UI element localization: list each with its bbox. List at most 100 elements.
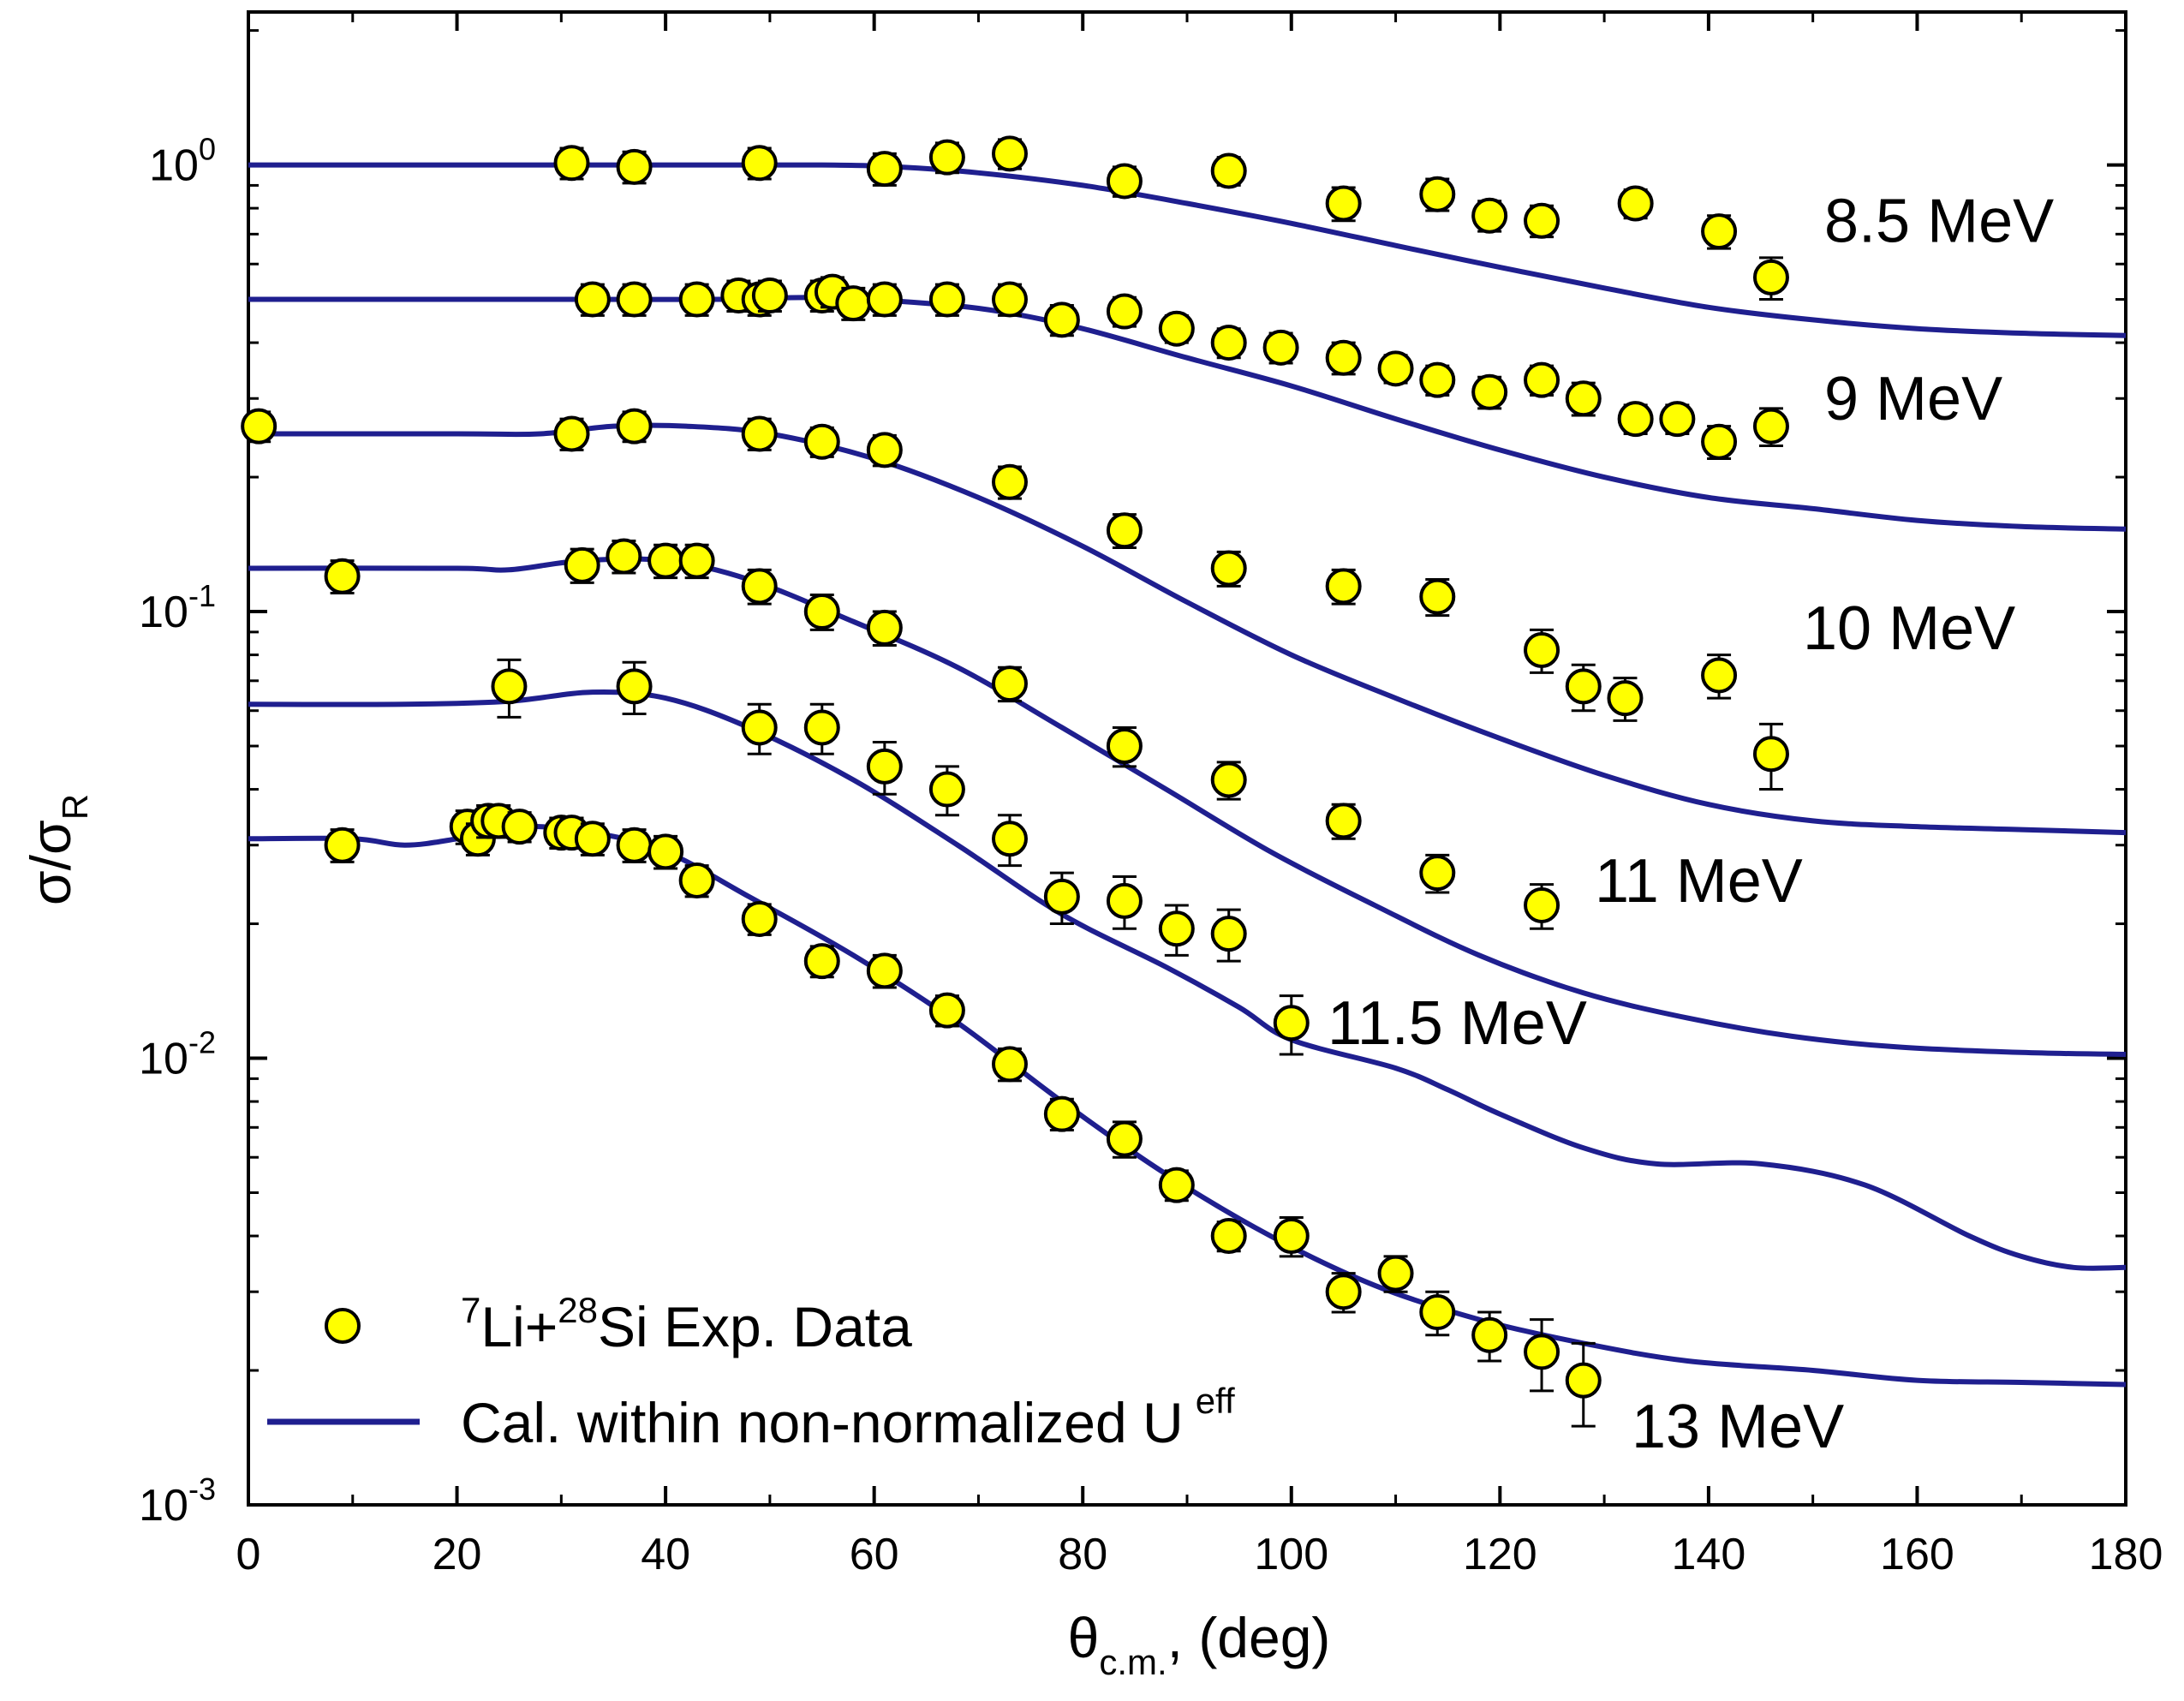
- data-point: [1106, 163, 1143, 200]
- data-point-marker: [928, 992, 965, 1029]
- data-point: [1471, 373, 1508, 410]
- data-point-marker: [1325, 1274, 1362, 1310]
- data-point-marker: [1273, 1005, 1310, 1041]
- data-point: [553, 415, 590, 452]
- data-point: [741, 415, 778, 452]
- data-point: [928, 765, 965, 817]
- data-point-marker: [1524, 631, 1560, 668]
- x-tick-label: 180: [2089, 1530, 2163, 1579]
- data-point-marker: [803, 423, 840, 460]
- data-point: [1419, 853, 1456, 894]
- calc-curve: [248, 422, 2127, 836]
- data-point: [1659, 401, 1696, 438]
- data-point-marker: [678, 281, 715, 318]
- data-point: [1524, 1318, 1560, 1393]
- data-point-marker: [866, 748, 903, 785]
- data-point: [616, 408, 653, 445]
- data-point: [1752, 256, 1789, 301]
- x-tick-label: 120: [1463, 1530, 1537, 1579]
- data-point-marker: [553, 145, 590, 182]
- data-point: [1043, 301, 1080, 338]
- x-tick-label: 40: [641, 1530, 690, 1579]
- data-point-marker: [1524, 886, 1560, 923]
- data-point-marker: [1701, 657, 1738, 694]
- series-label: 11 MeV: [1595, 847, 1803, 916]
- data-point-marker: [1471, 1316, 1508, 1353]
- data-point: [1701, 423, 1738, 460]
- data-point: [991, 463, 1028, 500]
- data-point: [1210, 550, 1247, 588]
- data-point: [866, 609, 903, 648]
- data-point: [991, 665, 1028, 703]
- data-point: [606, 538, 642, 575]
- data-point-marker: [1701, 213, 1738, 250]
- data-point-marker: [751, 278, 788, 314]
- data-point-marker: [324, 558, 361, 594]
- data-point: [324, 827, 361, 863]
- data-point-marker: [866, 432, 903, 469]
- y-tick-label: 10-3: [139, 1471, 216, 1531]
- data-point: [741, 568, 778, 606]
- data-point: [1325, 1272, 1362, 1314]
- x-axis-title: θc.m., (deg): [1068, 1606, 1331, 1682]
- data-point-marker: [1524, 361, 1560, 398]
- data-point: [1701, 654, 1738, 700]
- data-point-marker: [866, 281, 903, 318]
- data-point: [991, 814, 1028, 868]
- data-point: [1158, 904, 1195, 957]
- data-point-marker: [1565, 668, 1602, 705]
- calc-curve: [248, 295, 2127, 532]
- data-point-marker: [1471, 197, 1508, 234]
- data-point-marker: [991, 1046, 1028, 1083]
- data-point: [1524, 628, 1560, 674]
- x-tick-label: 80: [1058, 1530, 1107, 1579]
- data-point-marker: [1043, 878, 1080, 915]
- data-point-marker: [928, 281, 965, 318]
- data-point: [1419, 578, 1456, 618]
- data-point-marker: [1106, 882, 1143, 919]
- data-point: [1158, 310, 1195, 347]
- data-point: [803, 594, 840, 631]
- x-tick-label: 60: [850, 1530, 899, 1579]
- data-point-marker: [1158, 910, 1195, 947]
- data-point: [1752, 407, 1789, 448]
- data-point: [928, 992, 965, 1029]
- data-point-marker: [741, 145, 778, 182]
- data-point: [241, 408, 277, 445]
- data-point: [803, 423, 840, 460]
- data-point-marker: [1210, 152, 1247, 189]
- data-point-marker: [1419, 361, 1456, 398]
- data-point-marker: [991, 281, 1028, 318]
- data-point-marker: [1262, 329, 1299, 366]
- data-point: [1106, 875, 1143, 930]
- data-point: [991, 135, 1028, 172]
- legend-marker-label: 7Li+28Si Exp. Data: [461, 1290, 912, 1358]
- series-label: 8.5 MeV: [1824, 188, 2054, 256]
- data-point-marker: [928, 139, 965, 176]
- data-point-marker: [1158, 1167, 1195, 1203]
- data-point: [928, 139, 965, 176]
- data-point-marker: [1419, 578, 1456, 615]
- data-point: [1325, 803, 1362, 840]
- data-point-marker: [678, 542, 715, 579]
- data-point-marker: [803, 943, 840, 980]
- data-point: [1106, 512, 1143, 549]
- data-point-marker: [741, 568, 778, 605]
- calc-curve: [248, 162, 2127, 338]
- data-point: [991, 1046, 1028, 1083]
- data-point: [1325, 568, 1362, 606]
- data-point-marker: [574, 821, 611, 857]
- series-label: 11.5 MeV: [1328, 989, 1587, 1058]
- data-point: [647, 542, 684, 580]
- data-point-marker: [647, 833, 684, 870]
- data-point-marker: [1043, 1095, 1080, 1132]
- data-point: [553, 145, 590, 182]
- data-point-marker: [1617, 401, 1654, 438]
- data-point-marker: [616, 668, 653, 705]
- x-tick-label: 20: [433, 1530, 482, 1579]
- data-point-marker: [741, 415, 778, 452]
- data-point-marker: [741, 709, 778, 746]
- data-point-marker: [991, 665, 1028, 702]
- y-tick-label: 10-2: [139, 1025, 216, 1084]
- data-point: [1524, 202, 1560, 239]
